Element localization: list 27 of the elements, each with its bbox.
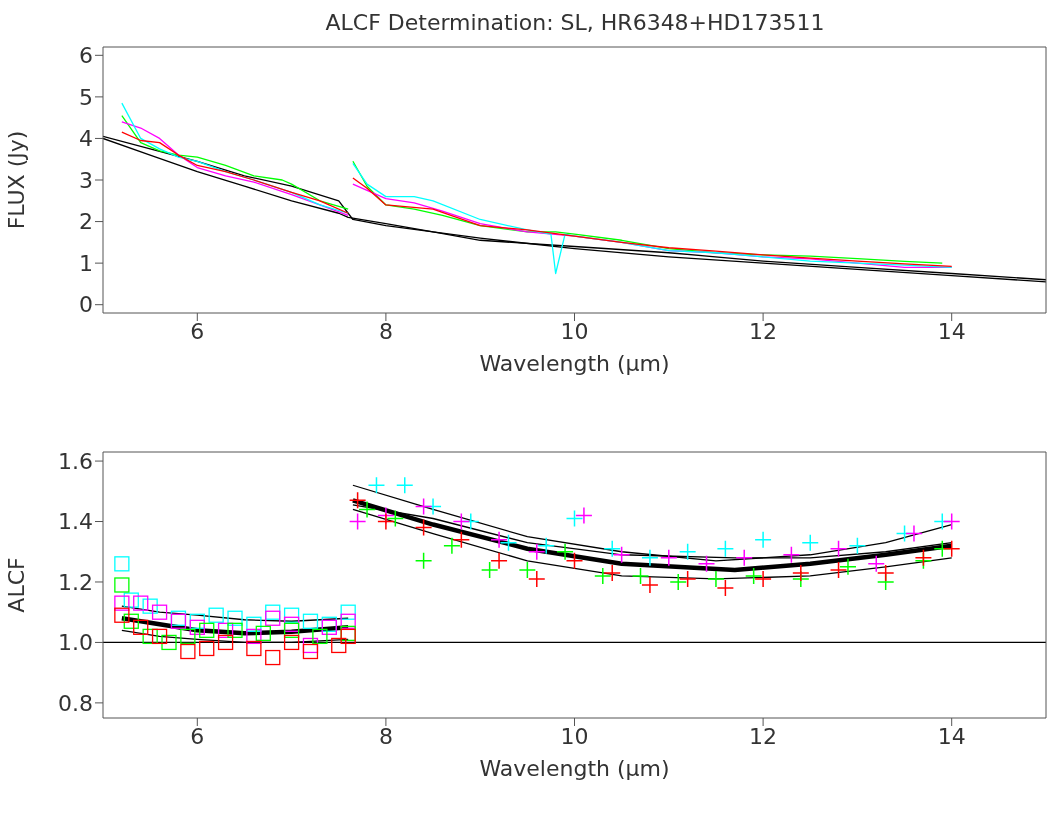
y-tick-label: 2 — [79, 209, 93, 235]
x-axis-title: Wavelength (μm) — [479, 351, 670, 376]
y-tick-label: 1 — [79, 250, 93, 276]
y-axis-title: ALCF — [3, 557, 29, 613]
x-tick-label: 10 — [560, 723, 589, 749]
x-tick-label: 8 — [378, 723, 393, 749]
y-tick-label: 1.2 — [58, 569, 93, 595]
y-axis-title: FLUX (Jy) — [3, 130, 29, 230]
x-tick-label: 8 — [378, 318, 393, 344]
x-axis-title: Wavelength (μm) — [479, 756, 670, 781]
chart-title: ALCF Determination: SL, HR6348+HD173511 — [324, 9, 826, 37]
x-tick-label: 14 — [937, 723, 966, 749]
y-tick-label: 3 — [79, 167, 93, 193]
y-tick-label: 0 — [79, 292, 93, 318]
y-tick-label: 0.8 — [58, 690, 93, 716]
x-tick-label: 6 — [190, 318, 205, 344]
x-tick-label: 10 — [560, 318, 589, 344]
y-tick-label: 5 — [79, 84, 93, 110]
y-tick-label: 1.6 — [58, 448, 93, 474]
y-tick-label: 1.4 — [58, 509, 93, 535]
x-tick-label: 12 — [749, 318, 778, 344]
x-tick-label: 12 — [749, 723, 778, 749]
y-tick-label: 4 — [79, 126, 93, 152]
x-tick-label: 6 — [190, 723, 205, 749]
x-tick-label: 14 — [937, 318, 966, 344]
y-tick-label: 6 — [79, 43, 93, 69]
y-tick-label: 1.0 — [58, 630, 93, 656]
